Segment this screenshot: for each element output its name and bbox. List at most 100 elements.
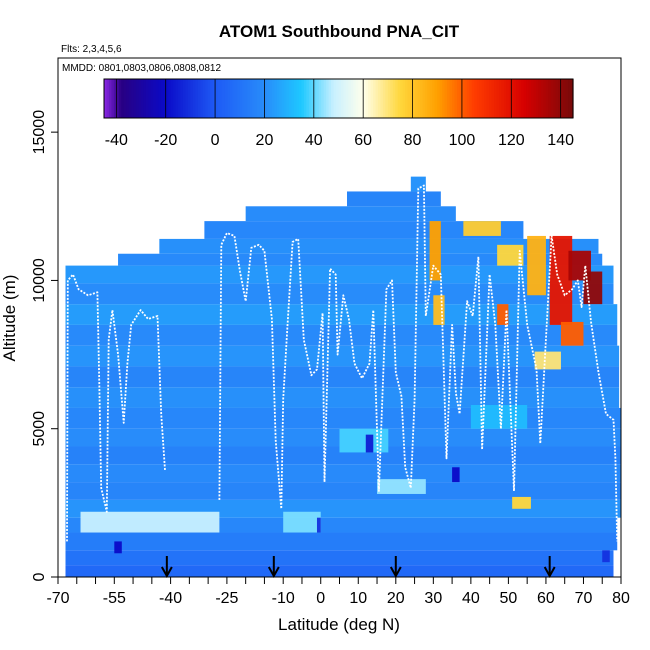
hotspot-13 xyxy=(283,511,321,533)
colorbar-swatch xyxy=(182,79,187,118)
colorbar-swatch xyxy=(111,79,115,118)
colorbar-swatch xyxy=(486,79,490,118)
colorbar-swatch xyxy=(318,79,322,118)
colorbar-swatch xyxy=(249,79,253,118)
colorbar-swatch xyxy=(294,79,298,118)
hotspot-0 xyxy=(429,221,441,281)
colorbar-swatch xyxy=(545,79,549,118)
curtain-band-0 xyxy=(65,565,614,577)
colorbar-swatch xyxy=(353,79,357,118)
hotspot-19 xyxy=(316,517,321,533)
hotspot-5 xyxy=(527,235,546,296)
colorbar-swatch xyxy=(257,79,261,118)
hotspot-12 xyxy=(80,511,220,533)
flight-profile-profile-1 xyxy=(66,273,166,542)
colorbar-swatch xyxy=(254,79,258,118)
colorbar-swatch xyxy=(548,79,552,118)
x-tick-label: 40 xyxy=(462,590,480,607)
x-axis: -70 -55 -40 -25 -10 0 10 20 30 40 50 60 70 80 xyxy=(46,577,630,607)
x-tick-label: 0 xyxy=(316,590,325,607)
colorbar-swatch xyxy=(415,79,419,118)
hotspot-10 xyxy=(534,351,561,370)
colorbar-tick-label: 140 xyxy=(547,132,574,149)
colorbar-swatch xyxy=(286,79,290,118)
arrow-head-3 xyxy=(543,566,556,579)
x-axis-label: Latitude (deg N) xyxy=(278,615,400,634)
arrow-head-1 xyxy=(267,566,280,579)
colorbar-swatch xyxy=(373,79,377,118)
colorbar-swatch xyxy=(511,79,515,118)
colorbar-swatch xyxy=(553,79,557,118)
x-tick-label: -25 xyxy=(215,590,238,607)
hotspot-16 xyxy=(470,404,528,429)
colorbar-tick-label: 60 xyxy=(354,132,372,149)
y-axis-label: Altitude (m) xyxy=(0,275,19,362)
curtain-band-6 xyxy=(65,464,622,483)
colorbar-swatch xyxy=(444,79,448,118)
colorbar-swatch xyxy=(261,79,266,118)
colorbar-swatch xyxy=(506,79,510,118)
colorbar-swatch xyxy=(104,79,108,118)
x-tick-label: 30 xyxy=(424,590,442,607)
colorbar-swatch xyxy=(476,79,480,118)
x-tick-label: 20 xyxy=(387,590,405,607)
colorbar-swatch xyxy=(311,79,315,118)
colorbar-swatch xyxy=(150,79,154,118)
curtain-band-1 xyxy=(65,550,614,566)
colorbar-swatch xyxy=(345,79,349,118)
colorbar-swatch xyxy=(410,79,414,118)
colorbar-swatch xyxy=(508,79,512,118)
colorbar-swatch xyxy=(375,79,379,118)
colorbar-swatch xyxy=(469,79,473,118)
colorbar-swatch xyxy=(185,79,189,118)
colorbar-swatch xyxy=(155,79,159,118)
colorbar-swatch xyxy=(212,79,216,118)
colorbar-swatch xyxy=(340,79,345,118)
colorbar-swatch xyxy=(370,79,374,118)
curtain-band-10 xyxy=(65,387,620,408)
colorbar-swatch xyxy=(126,79,130,118)
colorbar-swatch xyxy=(456,79,461,118)
colorbar-swatch xyxy=(252,79,256,118)
colorbar-swatch xyxy=(143,79,147,118)
colorbar-swatch xyxy=(358,79,362,118)
colorbar-swatch xyxy=(454,79,458,118)
colorbar-swatch xyxy=(494,79,498,118)
curtain-band-21 xyxy=(347,191,441,207)
colorbar-swatch xyxy=(513,79,517,118)
colorbar-swatch xyxy=(422,79,426,118)
hotspot-14 xyxy=(377,479,426,494)
colorbar-swatch xyxy=(239,79,243,118)
colorbar-swatch xyxy=(269,79,273,118)
colorbar-swatch xyxy=(247,79,251,118)
colorbar-tick-label: 40 xyxy=(305,132,323,149)
y-axis: 0 5000 10000 15000 xyxy=(31,110,58,581)
colorbar-swatch xyxy=(190,79,194,118)
colorbar-swatch xyxy=(195,79,199,118)
colorbar-swatch xyxy=(259,79,263,118)
colorbar-swatch xyxy=(474,79,478,118)
colorbar-swatch xyxy=(141,79,145,118)
colorbar-swatch xyxy=(106,79,110,118)
hotspot-20 xyxy=(114,541,122,554)
colorbar-swatch xyxy=(555,79,559,118)
colorbar-swatch xyxy=(205,79,209,118)
colorbar-swatch xyxy=(348,79,352,118)
colorbar-swatch xyxy=(365,79,369,118)
flight-profile-profile-2 xyxy=(218,184,619,542)
colorbar-swatch xyxy=(118,79,122,118)
colorbar-swatch xyxy=(516,79,520,118)
colorbar-swatch xyxy=(427,79,431,118)
colorbar-swatch xyxy=(224,79,229,118)
colorbar-swatch xyxy=(363,79,367,118)
colorbar-swatch xyxy=(521,79,525,118)
colorbar-swatch xyxy=(202,79,206,118)
colorbar-swatch xyxy=(498,79,503,118)
x-tick-label: -55 xyxy=(103,590,126,607)
colorbar-swatch xyxy=(220,79,224,118)
colorbar-swatch xyxy=(178,79,182,118)
colorbar-swatch xyxy=(131,79,135,118)
colorbar-swatch xyxy=(313,79,317,118)
colorbar-swatch xyxy=(570,79,574,118)
colorbar-swatch xyxy=(491,79,495,118)
